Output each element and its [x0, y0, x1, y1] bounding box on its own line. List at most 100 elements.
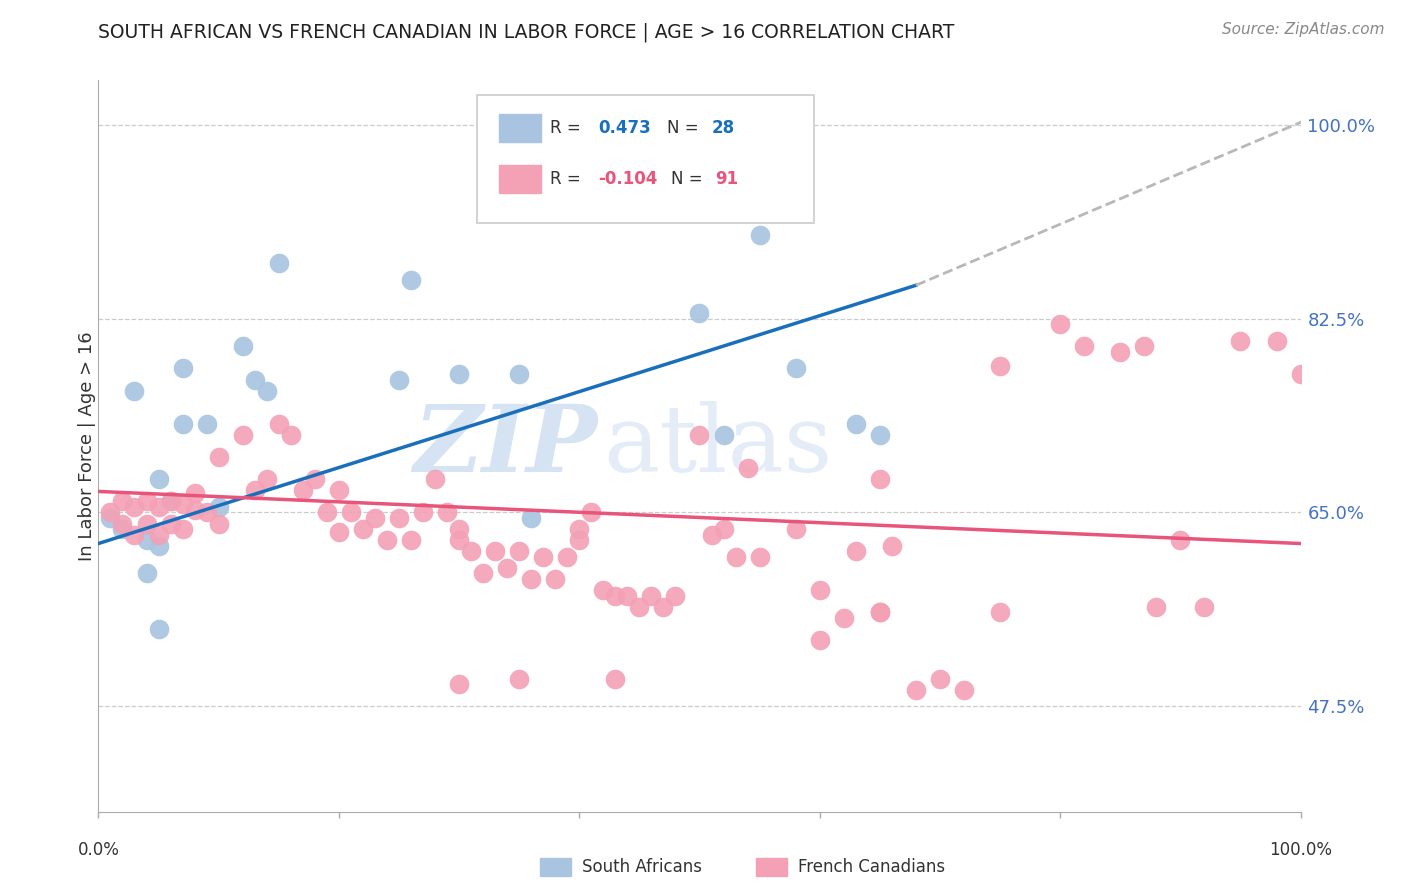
Point: [436, 506, 458, 520]
Point: [845, 544, 868, 558]
Point: [315, 506, 337, 520]
Point: [135, 516, 157, 531]
Point: [388, 511, 411, 525]
Point: [988, 605, 1011, 619]
Point: [148, 527, 170, 541]
Point: [243, 372, 266, 386]
Point: [135, 566, 157, 581]
Point: [111, 494, 134, 508]
Text: R =: R =: [550, 170, 586, 188]
Point: [1229, 334, 1251, 348]
Point: [195, 417, 218, 431]
Text: atlas: atlas: [603, 401, 832, 491]
Point: [159, 494, 181, 508]
Point: [208, 450, 231, 464]
Point: [135, 494, 157, 508]
Point: [605, 672, 627, 686]
Point: [100, 506, 122, 520]
Point: [447, 522, 470, 536]
Point: [208, 500, 231, 514]
Text: French Canadians: French Canadians: [799, 858, 945, 876]
Point: [640, 589, 662, 603]
Point: [748, 549, 770, 564]
Point: [869, 605, 891, 619]
Point: [472, 566, 495, 581]
Point: [447, 367, 470, 381]
Point: [785, 361, 807, 376]
Point: [267, 417, 290, 431]
Point: [340, 506, 363, 520]
Point: [1170, 533, 1192, 548]
Point: [928, 672, 950, 686]
Point: [520, 511, 543, 525]
Point: [256, 384, 278, 398]
Point: [484, 544, 506, 558]
Point: [399, 273, 422, 287]
Point: [531, 549, 554, 564]
Point: [1144, 599, 1167, 614]
Point: [267, 256, 290, 270]
Point: [256, 472, 278, 486]
Point: [1073, 339, 1095, 353]
Point: [568, 533, 591, 548]
Point: [713, 522, 735, 536]
Point: [460, 544, 482, 558]
Point: [208, 516, 231, 531]
Point: [172, 417, 194, 431]
Point: [148, 472, 170, 486]
Point: [423, 472, 446, 486]
Point: [124, 527, 146, 541]
Point: [100, 511, 122, 525]
Point: [520, 572, 543, 586]
Point: [232, 428, 254, 442]
Point: [243, 483, 266, 498]
Point: [689, 428, 711, 442]
Point: [195, 506, 218, 520]
Text: N =: N =: [671, 170, 707, 188]
Point: [555, 549, 578, 564]
Point: [159, 494, 181, 508]
Point: [111, 516, 134, 531]
Point: [880, 539, 903, 553]
Point: [845, 417, 868, 431]
Point: [291, 483, 314, 498]
Point: [1049, 317, 1071, 331]
Text: N =: N =: [666, 119, 704, 136]
Text: 28: 28: [711, 119, 734, 136]
Point: [399, 533, 422, 548]
Point: [183, 503, 205, 517]
Point: [124, 384, 146, 398]
Text: 0.0%: 0.0%: [77, 841, 120, 859]
Point: [713, 428, 735, 442]
Point: [447, 533, 470, 548]
Point: [1265, 334, 1288, 348]
Point: [124, 500, 146, 514]
Point: [628, 599, 651, 614]
Point: [447, 677, 470, 691]
Point: [232, 339, 254, 353]
Point: [304, 472, 326, 486]
Point: [412, 506, 434, 520]
Point: [652, 599, 675, 614]
Point: [135, 533, 157, 548]
Point: [869, 472, 891, 486]
Point: [568, 522, 591, 536]
Text: ZIP: ZIP: [413, 401, 598, 491]
Point: [1194, 599, 1216, 614]
Point: [375, 533, 398, 548]
Point: [1289, 367, 1312, 381]
Point: [605, 589, 627, 603]
Y-axis label: In Labor Force | Age > 16: In Labor Force | Age > 16: [79, 331, 96, 561]
Text: -0.104: -0.104: [599, 170, 658, 188]
Point: [724, 549, 747, 564]
Point: [581, 506, 603, 520]
Point: [172, 522, 194, 536]
Point: [869, 605, 891, 619]
Text: SOUTH AFRICAN VS FRENCH CANADIAN IN LABOR FORCE | AGE > 16 CORRELATION CHART: SOUTH AFRICAN VS FRENCH CANADIAN IN LABO…: [98, 22, 955, 42]
Point: [508, 367, 530, 381]
Point: [328, 483, 350, 498]
Point: [988, 359, 1011, 374]
Point: [664, 589, 686, 603]
Point: [616, 589, 638, 603]
Point: [280, 428, 302, 442]
